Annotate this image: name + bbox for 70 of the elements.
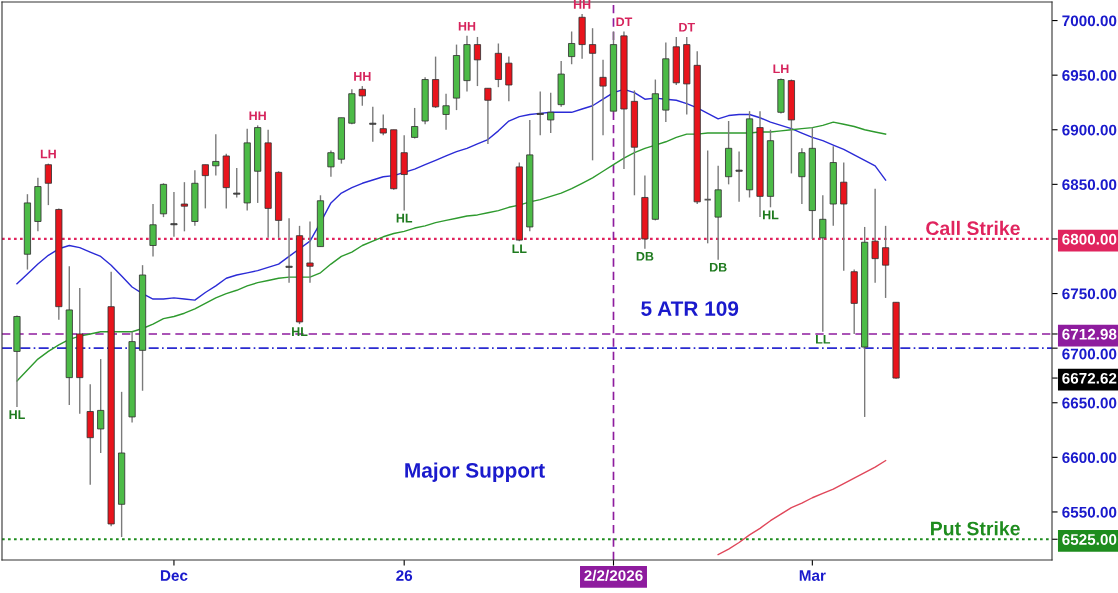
- text: HL: [9, 410, 25, 419]
- y-tick-label: 6712.98: [1062, 328, 1117, 340]
- candlestick: [473, 36, 482, 87]
- candlestick: [369, 106, 377, 143]
- candlestick: [400, 134, 408, 212]
- candlestick: [44, 162, 52, 206]
- text: HL: [396, 213, 413, 223]
- x-tick-label: 2/2/2026: [584, 569, 643, 582]
- candlestick: [819, 194, 827, 333]
- text: DB: [709, 262, 727, 272]
- candlestick: [233, 167, 241, 199]
- candlestick: [212, 133, 220, 177]
- candlestick: [882, 225, 890, 299]
- candlestick: [97, 358, 105, 454]
- y-tick-label: 6950.00: [1062, 70, 1117, 81]
- line-series: [16, 88, 887, 301]
- text: LL: [816, 335, 831, 344]
- candlestick: [285, 217, 293, 284]
- line-series: [717, 459, 887, 556]
- candlestick: [589, 27, 597, 162]
- text: HH: [249, 111, 266, 121]
- y-tick-label: 6650.00: [1062, 397, 1117, 409]
- y-tick-label: 6525.00: [1062, 534, 1117, 545]
- candlestick: [180, 181, 188, 233]
- text: LH: [40, 149, 56, 159]
- candlestick: [840, 161, 848, 272]
- candlestick: [411, 107, 419, 140]
- y-tick-label: 6550.00: [1062, 506, 1117, 518]
- text: DT: [679, 22, 695, 32]
- y-tick-label: 6672.62: [1062, 372, 1117, 384]
- y-tick-label: 6700.00: [1062, 348, 1117, 360]
- y-tick-label: 7000.00: [1062, 15, 1117, 27]
- text: LH: [773, 64, 789, 74]
- candlestick: [547, 91, 555, 134]
- text: LL: [512, 244, 527, 253]
- candlestick: [871, 188, 879, 284]
- line-series: [16, 121, 887, 382]
- candlestick: [327, 149, 335, 178]
- y-tick-label: 6600.00: [1062, 452, 1117, 464]
- y-tick-label: 6900.00: [1062, 124, 1117, 136]
- y-tick-label: 6850.00: [1062, 179, 1117, 191]
- candlestick: [735, 150, 743, 203]
- annotation: 5 ATR 109: [641, 301, 739, 316]
- x-tick-label: 26: [396, 570, 413, 581]
- candlestick: [568, 30, 576, 65]
- y-tick-label: 6750.00: [1062, 288, 1117, 300]
- candlestick: [505, 55, 513, 103]
- text: HH: [354, 72, 371, 81]
- text: HL: [762, 210, 779, 220]
- candlestick: [442, 93, 450, 131]
- candlestick: [484, 87, 492, 145]
- text: DT: [616, 17, 633, 27]
- x-tick-label: Dec: [160, 570, 188, 581]
- ref-line-label: Call Strike: [926, 220, 1020, 236]
- text: DB: [636, 252, 654, 261]
- candlestick: [536, 90, 544, 136]
- annotation: Major Support: [405, 462, 545, 482]
- text: HH: [458, 21, 476, 31]
- candlestick: [306, 220, 314, 284]
- x-tick-label: Mar: [799, 570, 826, 581]
- candlestick: [149, 203, 157, 258]
- candlestick: [358, 85, 366, 107]
- candlestick: [170, 191, 178, 238]
- candlestick: [201, 164, 209, 210]
- ref-line-label: Put Strike: [931, 521, 1020, 536]
- candlestick: [379, 113, 387, 136]
- y-tick-label: 6800.00: [1062, 233, 1117, 245]
- text: HL: [292, 327, 308, 336]
- text: HH: [573, 0, 591, 9]
- candlestick: [599, 59, 607, 136]
